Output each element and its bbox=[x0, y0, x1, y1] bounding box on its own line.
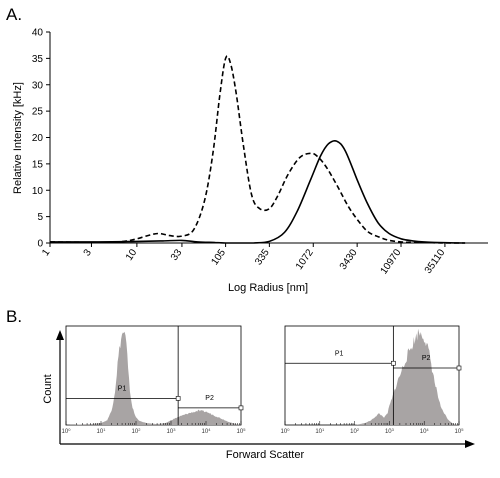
dls-y-tick-label: 40 bbox=[32, 28, 44, 39]
fc-count-axis-arrow bbox=[56, 330, 64, 340]
dls-solid-line bbox=[49, 139, 466, 244]
dls-y-tick-label: 20 bbox=[32, 133, 44, 144]
gate-handle bbox=[175, 396, 181, 401]
dls-y-tick-label: 15 bbox=[32, 159, 44, 170]
flow-cytometry-panel: Count Forward Scatter P1 P2 100 101 102 103 10… bbox=[42, 325, 475, 461]
histogram-x-tick-label: 104 bbox=[420, 427, 430, 435]
dls-axes bbox=[49, 32, 488, 244]
dls-dashed-line bbox=[49, 55, 466, 244]
dls-x-tick-label: 1 bbox=[40, 247, 52, 258]
dls-y-tick-label: 25 bbox=[32, 107, 44, 118]
gate-p2-label: P2 bbox=[205, 395, 214, 402]
gate-handle bbox=[238, 405, 244, 411]
histogram-frame bbox=[65, 325, 242, 426]
dls-chart: 0 5 10 15 20 25 30 35 40 1 3 10 33 105 335 1072 3430 109… bbox=[12, 28, 488, 294]
gate-handle bbox=[391, 360, 396, 366]
dls-y-tick-label: 0 bbox=[37, 239, 43, 250]
dls-x-tick-label: 33 bbox=[169, 247, 185, 263]
dls-y-axis-title: Relative Intensity [kHz] bbox=[12, 82, 24, 194]
histogram-x-tick-label: 103 bbox=[385, 427, 395, 435]
dls-x-tick-label: 3430 bbox=[338, 247, 360, 272]
fc-y-axis-title: Count bbox=[42, 374, 54, 403]
dls-y-tick-label: 10 bbox=[32, 186, 44, 197]
histogram-2: P1 P2 100 101 102 103 104 105 bbox=[281, 325, 465, 435]
dls-y-tick-label: 35 bbox=[32, 54, 44, 65]
histogram-x-tick-label: 100 bbox=[281, 427, 291, 435]
histogram-x-tick-label: 105 bbox=[455, 427, 465, 435]
gate-p2-label: P2 bbox=[422, 355, 431, 362]
gate-p1-label: P1 bbox=[335, 350, 344, 357]
histogram-x-tick-label: 102 bbox=[132, 427, 142, 435]
gate-p1-label: P1 bbox=[118, 385, 127, 392]
dls-x-tick-label: 335 bbox=[253, 247, 272, 267]
dls-x-axis-title: Log Radius [nm] bbox=[228, 282, 308, 294]
panel-a-label: A. bbox=[6, 5, 22, 24]
dls-y-tick-label: 5 bbox=[37, 212, 43, 223]
fc-scatter-axis-arrow bbox=[465, 440, 475, 448]
dls-x-tick-label: 35110 bbox=[423, 247, 448, 276]
histogram-x-tick-label: 101 bbox=[315, 427, 325, 435]
histogram-x-tick-label: 102 bbox=[350, 427, 360, 435]
histogram-1: P1 P2 100 101 102 103 104 105 bbox=[62, 325, 247, 435]
dls-y-tick-label: 30 bbox=[32, 80, 44, 91]
dls-x-tick-label: 10 bbox=[124, 247, 140, 263]
dls-x-tick-label: 1072 bbox=[294, 247, 316, 272]
dls-x-tick-label: 3 bbox=[82, 247, 94, 258]
histogram-x-tick-label: 100 bbox=[62, 427, 72, 435]
histogram-x-tick-label: 101 bbox=[97, 427, 107, 435]
panel-b-label: B. bbox=[6, 307, 22, 326]
dls-x-tick-label: 10970 bbox=[379, 247, 404, 276]
histogram-x-tick-label: 105 bbox=[237, 427, 247, 435]
histogram-x-tick-label: 103 bbox=[167, 427, 177, 435]
dls-x-tick-label: 105 bbox=[209, 247, 228, 267]
fc-x-axis-title: Forward Scatter bbox=[226, 449, 305, 461]
histogram-area bbox=[285, 328, 459, 425]
gate-handle bbox=[456, 365, 462, 371]
histogram-x-tick-label: 104 bbox=[202, 427, 212, 435]
